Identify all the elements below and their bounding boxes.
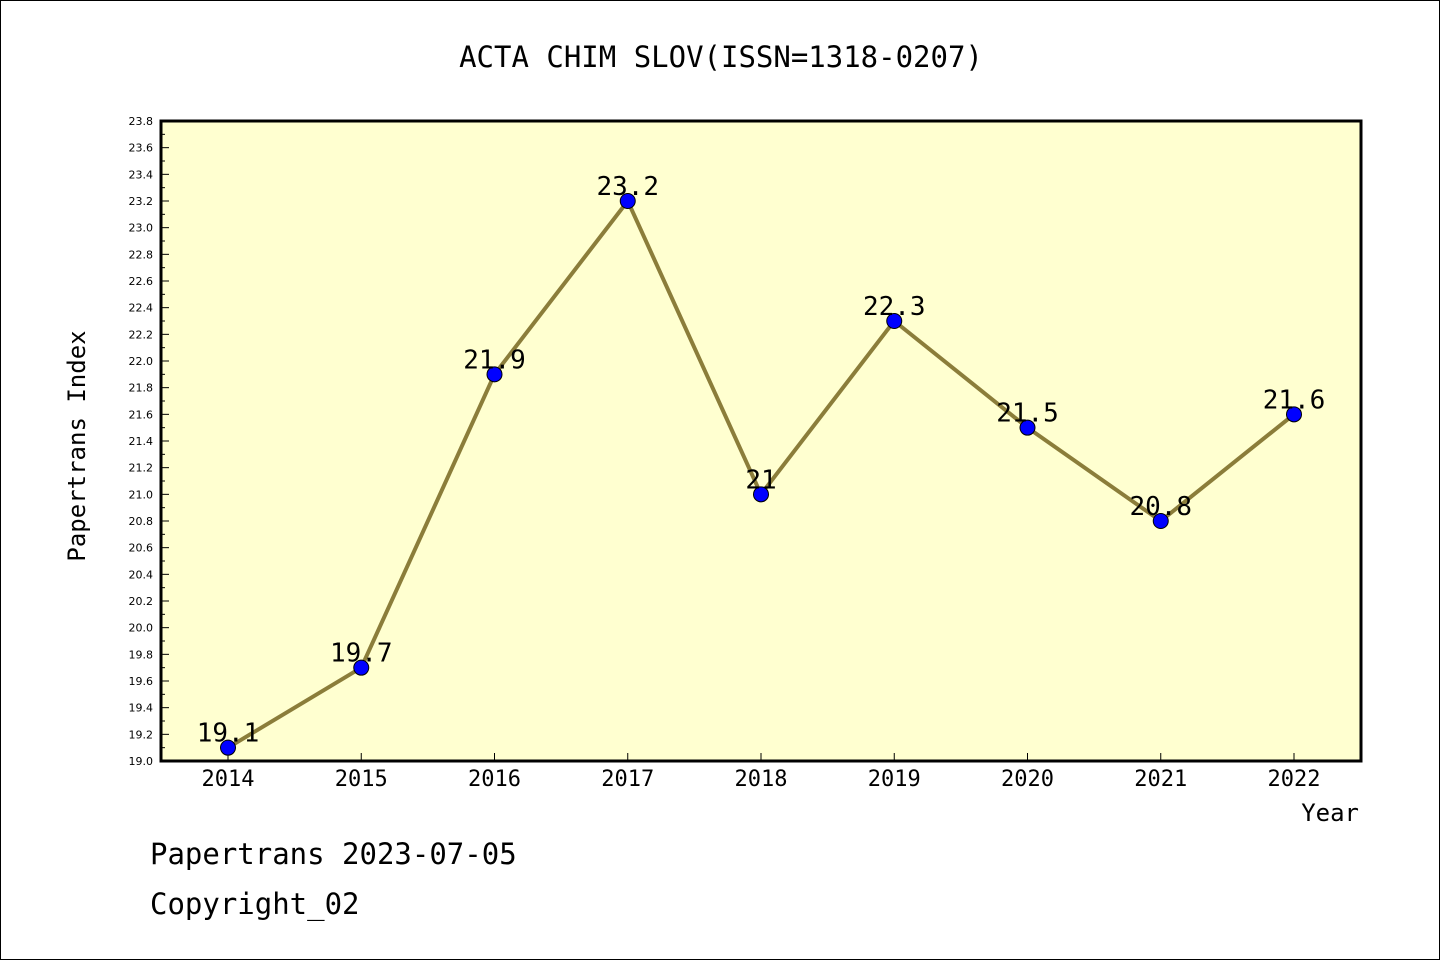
x-tick-label: 2017 xyxy=(601,767,654,792)
y-tick-label: 21.2 xyxy=(129,462,154,475)
data-point xyxy=(1019,419,1036,436)
y-tick-label: 20.6 xyxy=(129,542,154,555)
data-point xyxy=(353,659,370,676)
y-tick-label: 20.8 xyxy=(129,515,154,528)
x-tick-label: 2016 xyxy=(468,767,521,792)
data-label: 22.3 xyxy=(863,292,926,322)
y-tick-label: 22.2 xyxy=(129,328,154,341)
y-tick-label: 22.8 xyxy=(129,248,154,261)
y-tick-label: 19.8 xyxy=(129,648,154,661)
data-point xyxy=(486,366,503,383)
data-point xyxy=(220,739,236,756)
data-labels: 19.1 19.7 21.9 23.2 21 22.3 21.5 20.8 21.6 xyxy=(197,172,1326,749)
y-tick-label: 20.2 xyxy=(129,595,154,608)
y-tick-label: 22.4 xyxy=(129,302,154,315)
y-tick-label: 23.6 xyxy=(129,142,154,155)
data-point xyxy=(753,486,769,503)
data-label: 21.5 xyxy=(996,399,1059,429)
data-label: 21.9 xyxy=(463,345,526,375)
x-tick-label: 2014 xyxy=(202,767,255,792)
x-tick-label: 2021 xyxy=(1134,767,1187,792)
y-axis-title: Papertrans Index xyxy=(63,330,91,561)
y-tick-label: 23.0 xyxy=(129,222,154,235)
x-tick-label: 2022 xyxy=(1268,767,1321,792)
y-tick-label: 22.0 xyxy=(129,355,154,368)
plot-area xyxy=(159,119,1363,763)
footer-date: Papertrans 2023-07-05 xyxy=(150,837,517,871)
y-tick-label: 19.2 xyxy=(129,728,154,741)
y-tick-label: 20.0 xyxy=(129,622,154,635)
data-point xyxy=(619,193,636,209)
x-tick-label: 2018 xyxy=(735,767,788,792)
chart-title: ACTA CHIM SLOV(ISSN=1318-0207) xyxy=(459,40,983,74)
data-label: 19.1 xyxy=(197,719,260,749)
y-tick-label: 19.0 xyxy=(129,755,154,768)
data-label: 21.6 xyxy=(1263,385,1326,415)
y-tick-label: 22.6 xyxy=(129,275,154,288)
data-label: 23.2 xyxy=(596,172,659,202)
y-tick-label: 23.8 xyxy=(129,115,154,128)
y-tick-label: 21.8 xyxy=(129,382,154,395)
y-tick-label: 23.4 xyxy=(129,168,154,181)
x-tick-label: 2015 xyxy=(335,767,388,792)
y-tick-label: 21.4 xyxy=(129,435,154,448)
series-markers xyxy=(220,193,1302,756)
data-point xyxy=(1152,513,1169,529)
y-tick-label: 23.2 xyxy=(129,195,154,208)
data-point xyxy=(1286,406,1302,423)
x-axis: 2014 2015 2016 2017 2018 2019 2020 2021 2022 xyxy=(202,753,1321,792)
y-tick-label: 21.6 xyxy=(129,408,154,421)
y-tick-label: 21.0 xyxy=(129,488,154,501)
data-label: 20.8 xyxy=(1129,492,1192,522)
data-label: 21 xyxy=(745,465,776,495)
y-tick-label: 20.4 xyxy=(129,568,154,581)
footer-copyright: Copyright_02 xyxy=(150,887,360,922)
x-tick-label: 2019 xyxy=(868,767,921,792)
data-point xyxy=(886,313,903,329)
y-tick-label: 19.4 xyxy=(129,702,154,715)
y-axis: 19.0 19.2 19.4 19.6 19.8 20.0 20.2 20.4 20.6 20.8… xyxy=(129,115,169,768)
data-label: 19.7 xyxy=(330,639,393,669)
x-tick-label: 2020 xyxy=(1001,767,1054,792)
x-axis-title: Year xyxy=(1301,799,1359,827)
y-tick-label: 19.6 xyxy=(129,675,154,688)
